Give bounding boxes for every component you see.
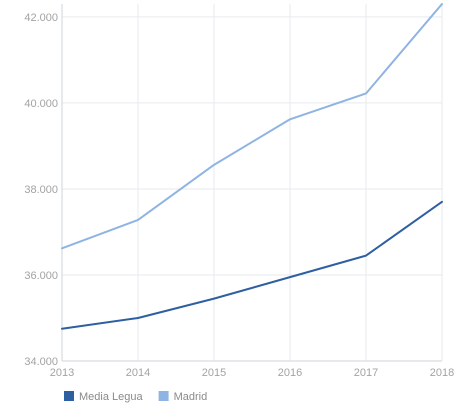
series-line-media-legua xyxy=(61,200,443,330)
chart-legend: Media Legua Madrid xyxy=(64,391,207,403)
x-tick-label: 2016 xyxy=(278,367,302,379)
x-tick-label: 2018 xyxy=(430,367,454,379)
chart-series xyxy=(61,3,443,330)
series-line-madrid xyxy=(61,3,443,250)
y-tick-label: 36.000 xyxy=(24,270,58,282)
legend-swatch xyxy=(64,391,74,401)
y-tick-label: 38.000 xyxy=(24,184,58,196)
legend-label: Madrid xyxy=(174,391,208,403)
legend-swatch xyxy=(158,391,169,401)
y-tick-label: 34.000 xyxy=(24,356,58,368)
y-tick-label: 40.000 xyxy=(24,98,58,110)
chart-tick-labels: 34.000 36.000 38.000 40.000 42.000 2013 2014 20… xyxy=(24,12,454,379)
x-tick-label: 2014 xyxy=(126,367,150,379)
chart-axes xyxy=(61,4,442,362)
legend-label: Media Legua xyxy=(79,391,143,403)
x-tick-label: 2017 xyxy=(354,367,378,379)
x-tick-label: 2013 xyxy=(50,367,74,379)
chart-gridlines xyxy=(61,4,443,362)
y-tick-label: 42.000 xyxy=(24,12,58,24)
x-tick-label: 2015 xyxy=(202,367,226,379)
